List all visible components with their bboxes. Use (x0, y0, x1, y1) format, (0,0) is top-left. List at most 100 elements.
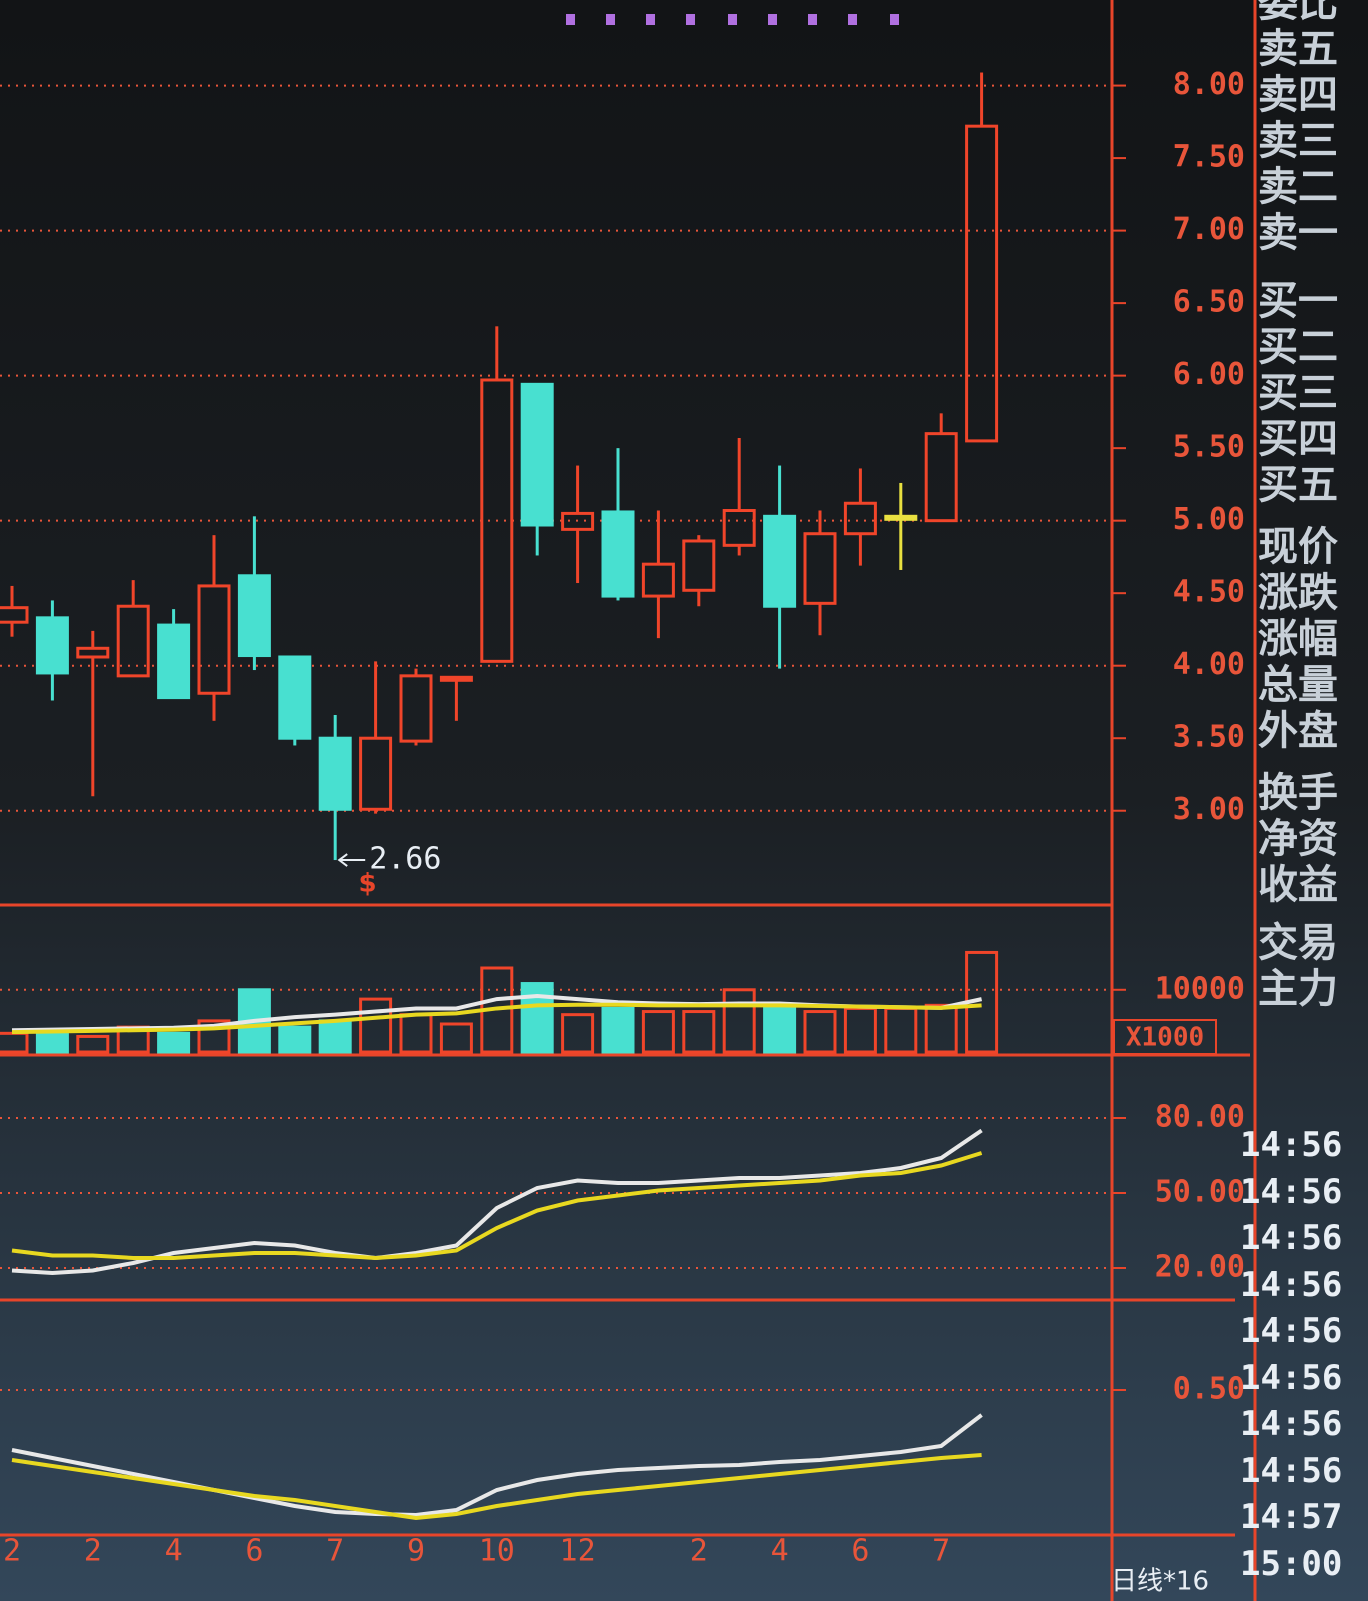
time-entry: 14:56 (1240, 1171, 1343, 1212)
candle-body (76, 646, 110, 659)
y-tick-label: 5.00 (1173, 502, 1245, 537)
candle-body (116, 604, 150, 678)
volume-bar (601, 1006, 635, 1054)
volume-bar (520, 982, 554, 1054)
y-tick-label: 50.00 (1155, 1175, 1245, 1210)
volume-unit: X1000 (1126, 1023, 1204, 1053)
x-tick-label: 4 (771, 1534, 789, 1569)
candle-body (763, 514, 797, 608)
side-label: 主力 (1258, 966, 1338, 1012)
x-tick-label: 12 (560, 1534, 596, 1569)
candle-body (439, 675, 473, 682)
side-label: 涨跌 (1258, 570, 1338, 616)
x-tick-label: 6 (851, 1534, 869, 1569)
low-annotation: 2.66 (369, 842, 441, 877)
top-markers (566, 14, 899, 25)
side-label: 买二 (1258, 324, 1338, 370)
candle-body (722, 509, 756, 547)
time-entry: 14:56 (1240, 1264, 1343, 1305)
candle-body (884, 514, 918, 521)
volume-bar (803, 1010, 837, 1054)
indicator-line (11, 1128, 983, 1276)
y-tick-label: 7.00 (1173, 212, 1245, 247)
side-label: 涨幅 (1258, 616, 1338, 662)
indicator-line (11, 1151, 983, 1261)
x-tick-label: 7 (326, 1534, 344, 1569)
time-entry: 14:56 (1240, 1404, 1343, 1444)
y-tick-label: 80.00 (1155, 1100, 1245, 1135)
candle-body (399, 674, 433, 743)
volume-bar (439, 1022, 473, 1054)
x-tick-label: 9 (407, 1534, 425, 1569)
y-tick-label: 3.50 (1173, 720, 1245, 755)
candle-body (803, 532, 837, 605)
time-entry: 14:56 (1240, 1218, 1343, 1258)
volume-bar (561, 1013, 595, 1054)
side-label: 总量 (1258, 662, 1338, 708)
indicator-line (11, 1002, 982, 1035)
x-tick-label: 6 (245, 1534, 263, 1569)
side-label: 收益 (1258, 862, 1338, 908)
side-label: 换手 (1258, 770, 1338, 816)
side-label: 买一 (1258, 278, 1338, 324)
volume-bar (763, 1006, 797, 1054)
side-label: 外盘 (1258, 708, 1338, 754)
side-label: 卖一 (1258, 210, 1338, 256)
side-label: 卖二 (1258, 164, 1338, 210)
volume-bar (318, 1019, 352, 1054)
x-tick-label: 4 (165, 1534, 183, 1569)
side-label: 卖三 (1258, 118, 1338, 164)
candle-body (0, 606, 29, 624)
side-label: 买五 (1258, 462, 1338, 508)
time-entry: 14:56 (1240, 1311, 1343, 1351)
period-label: 日线*16 (1111, 1567, 1209, 1597)
x-tick-label: 10 (479, 1534, 515, 1569)
time-entry: 14:56 (1240, 1450, 1343, 1491)
candle-body (278, 655, 312, 740)
candle-body (924, 432, 958, 523)
candle-body (359, 736, 393, 811)
y-tick-label: 6.50 (1173, 285, 1245, 320)
candle-body (520, 382, 554, 527)
side-label: 委比 (1258, 0, 1338, 26)
y-tick-label: 4.50 (1173, 575, 1245, 610)
side-label: 现价 (1258, 524, 1338, 570)
y-tick-label: 7.50 (1173, 140, 1245, 175)
x-tick-label: 2 (3, 1534, 21, 1569)
annotation-arrow (337, 853, 366, 867)
y-tick-label: 4.00 (1173, 647, 1245, 682)
x-tick-label: 2 (690, 1534, 708, 1569)
side-label: 净资 (1258, 816, 1338, 862)
time-entry: 14:56 (1240, 1125, 1343, 1165)
volume-bar (157, 1031, 191, 1054)
volume-bar (76, 1034, 110, 1054)
side-label: 交易 (1258, 920, 1338, 966)
time-entry: 15:00 (1240, 1543, 1343, 1584)
frame (0, 0, 1257, 1601)
candle-body (641, 562, 675, 598)
candle-body (35, 616, 69, 675)
candle-body (561, 511, 595, 531)
side-panel: 委比 卖五 卖四 卖三 卖二 卖一 买一 买二 买三 买四 买五 现价 涨跌 涨幅 总量 外盘 换手 净资 收益 交易… (1258, 0, 1368, 1012)
volume-bar (359, 997, 393, 1054)
side-label: 卖四 (1258, 72, 1338, 118)
volume-bar (843, 1006, 877, 1054)
volume-bar (884, 1006, 918, 1054)
time-list: 14:56 14:56 14:56 14:56 14:56 14:56 14:56 14:56… (1240, 1125, 1368, 1590)
x-tick-label: 2 (84, 1534, 102, 1569)
y-tick-label: 20.00 (1155, 1250, 1245, 1285)
y-tick-label: 8.00 (1173, 67, 1245, 102)
y-tick-label: 10000 (1155, 971, 1245, 1006)
indicator-line (11, 1413, 983, 1518)
side-label: 买三 (1258, 370, 1338, 416)
candle-body (157, 623, 191, 700)
volume-bar (682, 1010, 716, 1054)
indicator-line (11, 1453, 982, 1521)
candle-body (682, 539, 716, 592)
time-entry: 14:57 (1240, 1497, 1343, 1537)
candle-body (601, 510, 635, 598)
time-entry: 14:56 (1240, 1357, 1343, 1398)
volume-bar (924, 1003, 958, 1054)
y-tick-label: 0.50 (1173, 1372, 1245, 1407)
